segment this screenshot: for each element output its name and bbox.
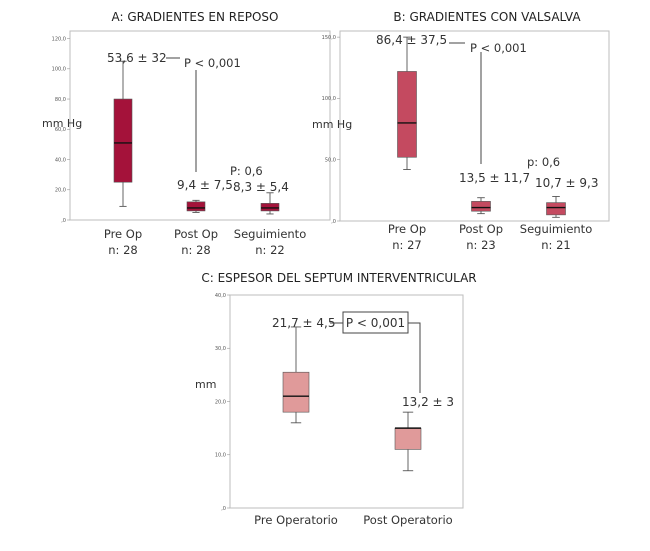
panel-b-n-2: n: 23 <box>466 238 495 252</box>
panel-c-iqr-box <box>282 371 310 413</box>
panel-b-pvalue: P < 0,001 <box>470 41 527 55</box>
panel-a-seg-stat: 8,3 ± 5,4 <box>233 180 289 194</box>
panel-c-y-ticks: ,0 10,0 20,0 30,0 40,0 <box>215 293 230 512</box>
panel-b-iqr-box <box>546 202 566 216</box>
panel-c-post-stat: 13,2 ± 3 <box>402 395 454 409</box>
panel-b-iqr-box <box>471 201 491 212</box>
panel-b-pre-stat: 86,4 ± 37,5 <box>376 33 447 47</box>
panel-b: B: GRADIENTES CON VALSALVA mm Hg ,0 50,0 1… <box>312 10 610 252</box>
panel-a-iqr-box <box>186 201 206 212</box>
panel-b-title: B: GRADIENTES CON VALSALVA <box>393 10 581 24</box>
panel-a-ytick-label: 40,0 <box>55 157 66 163</box>
panel-b-n-3: n: 21 <box>541 238 570 252</box>
panel-b-ytick-label: 50,0 <box>325 158 336 164</box>
panel-c-ytick-label: 10,0 <box>215 453 226 459</box>
panel-c-pre-stat: 21,7 ± 4,5 <box>272 316 336 330</box>
panel-a-box-2 <box>186 199 206 213</box>
panel-c: C: ESPESOR DEL SEPTUM INTERVENTRICULAR m… <box>195 271 477 527</box>
panel-a-iqr-box <box>113 98 133 183</box>
panel-b-ylabel: mm Hg <box>312 118 352 131</box>
panel-a-p2: P: 0,6 <box>230 164 263 178</box>
panel-b-p2: p: 0,6 <box>527 155 560 169</box>
panel-c-ylabel: mm <box>195 378 216 391</box>
panel-c-cat-2: Post Operatorio <box>363 513 452 527</box>
panel-a-n-3: n: 22 <box>255 243 284 257</box>
panel-a-ytick-label: 80,0 <box>55 97 66 103</box>
panel-a-cat-3: Seguimiento <box>234 227 306 241</box>
panel-b-cat-2: Post Op <box>459 222 503 236</box>
panel-b-boxes <box>397 36 566 218</box>
panel-a-post-stat: 9,4 ± 7,5 <box>177 178 233 192</box>
panel-b-iqr-box <box>397 71 417 158</box>
panel-a-cat-2: Post Op <box>174 227 218 241</box>
panel-c-ytick-label: 40,0 <box>215 293 226 299</box>
panel-b-box-3 <box>546 196 566 218</box>
panel-b-y-ticks: ,0 50,0 100,0 150,0 <box>322 35 340 225</box>
panel-a-box-3 <box>260 192 280 215</box>
panel-c-pvalue: P < 0,001 <box>346 316 405 330</box>
panel-a-boxes <box>113 60 280 215</box>
panel-c-cat-1: Pre Operatorio <box>254 513 338 527</box>
panel-a-ylabel: mm Hg <box>42 117 82 130</box>
panel-a-box-1 <box>113 60 133 207</box>
panel-a-pvalue: P < 0,001 <box>184 56 241 70</box>
panel-b-box-2 <box>471 197 491 215</box>
panel-a-ytick-label: 60,0 <box>55 127 66 133</box>
panel-c-title: C: ESPESOR DEL SEPTUM INTERVENTRICULAR <box>201 271 476 285</box>
panel-b-n-1: n: 27 <box>392 238 421 252</box>
panel-b-post-stat: 13,5 ± 11,7 <box>459 171 530 185</box>
panel-a-ytick-label: 20,0 <box>55 188 66 194</box>
panel-c-iqr-box <box>394 427 422 450</box>
panel-b-ytick-label: 150,0 <box>322 35 336 41</box>
panel-a-ytick-label: ,0 <box>61 218 66 224</box>
panel-c-box-1 <box>282 326 310 424</box>
panel-a-cat-1: Pre Op <box>104 227 142 241</box>
panel-a-title: A: GRADIENTES EN REPOSO <box>112 10 279 24</box>
panel-a-y-ticks: ,0 20,0 40,0 60,0 80,0 100,0 120,0 <box>52 36 70 224</box>
panel-b-box-1 <box>397 36 417 170</box>
panel-a: A: GRADIENTES EN REPOSO mm Hg ,0 20,0 40,0… <box>42 10 331 257</box>
panel-c-pvalue-connector-right <box>408 322 421 393</box>
panel-a-iqr-box <box>260 203 280 212</box>
panel-c-ytick-label: 20,0 <box>215 399 226 405</box>
panel-a-frame <box>69 30 331 221</box>
panel-c-box-2 <box>394 411 422 472</box>
panel-b-cat-3: Seguimiento <box>520 222 592 236</box>
panel-a-ytick-label: 100,0 <box>52 67 66 73</box>
panel-b-ytick-label: ,0 <box>331 219 336 225</box>
panel-c-boxes <box>282 326 422 472</box>
panel-a-ytick-label: 120,0 <box>52 36 66 42</box>
panel-b-seg-stat: 10,7 ± 9,3 <box>535 176 599 190</box>
panel-c-ytick-label: ,0 <box>221 506 226 512</box>
panel-a-n-2: n: 28 <box>181 243 210 257</box>
panel-a-n-1: n: 28 <box>108 243 137 257</box>
panel-a-pre-stat: 53,6 ± 32 <box>107 51 167 65</box>
panel-b-ytick-label: 100,0 <box>322 96 336 102</box>
panel-c-ytick-label: 30,0 <box>215 346 226 352</box>
panel-b-frame <box>339 30 610 222</box>
panel-b-cat-1: Pre Op <box>388 222 426 236</box>
